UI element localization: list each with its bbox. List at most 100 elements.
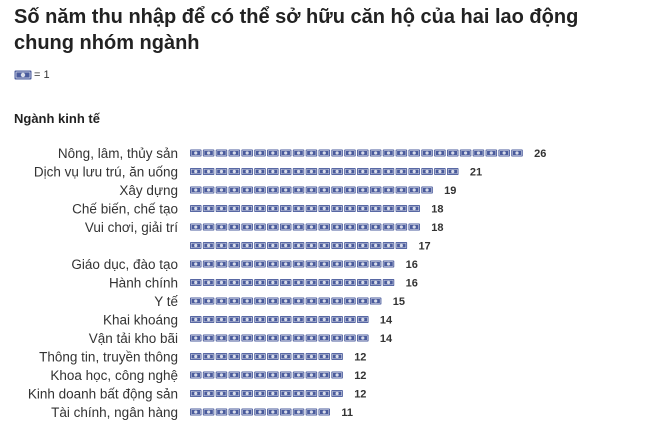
banknote-icon [228,186,241,194]
bar [190,316,369,323]
bar-row: Khai khoáng 14 [103,313,393,328]
banknote-icon [292,279,305,286]
banknote-icon [292,316,305,323]
banknote-icon [215,260,228,268]
banknote-icon [344,205,356,212]
banknote-icon [331,353,343,360]
banknote-icon [254,168,266,175]
banknote-icon [369,186,382,194]
value-label: 16 [406,259,418,271]
banknote-icon [357,205,369,212]
banknote-icon [382,260,395,268]
bar [190,390,343,397]
banknote-icon [331,205,343,212]
bar-row: Vui chơi, giải trí 18 [85,220,444,235]
banknote-icon [408,168,420,175]
banknote-icon [267,279,279,286]
banknote-icon [279,149,292,157]
banknote-icon [292,223,305,231]
banknote-icon [318,408,330,416]
banknote-icon [279,205,292,212]
banknote-icon [318,297,330,305]
bar-row: 17 [190,241,431,253]
bar-row: Kinh doanh bất động sản 12 [28,387,367,402]
banknote-icon [254,242,266,249]
banknote-icon [292,371,305,379]
banknote-icon [357,223,369,231]
banknote-icon [279,408,292,416]
banknote-icon [190,334,202,342]
banknote-icon [254,334,266,342]
bar [190,297,382,305]
banknote-icon [408,223,420,231]
banknote-icon [408,149,420,157]
banknote-icon [254,316,266,323]
banknote-icon [279,316,292,323]
banknote-icon [292,334,305,342]
banknote-icon [228,371,241,379]
banknote-icon [254,260,266,268]
banknote-icon [318,260,330,268]
banknote-icon [357,279,369,286]
value-label: 14 [380,333,393,345]
banknote-icon [241,279,253,286]
banknote-icon [254,279,266,286]
bar-row: Vận tải kho bãi 14 [89,331,393,346]
chart-title: Số năm thu nhập để có thể sở hữu căn hộ … [14,6,579,54]
banknote-icon [279,223,292,231]
banknote-icon [254,390,266,397]
banknote-icon [215,334,228,342]
banknote-icon [382,168,395,175]
banknote-icon [190,297,202,305]
banknote-icon [331,279,343,286]
banknote-icon [228,242,241,249]
banknote-icon [228,205,241,212]
banknote-icon [228,168,241,175]
banknote-icon [369,149,382,157]
banknote-icon [202,408,215,416]
banknote-icon [395,186,408,194]
banknote-icon [215,242,228,249]
banknote-icon [190,316,202,323]
bar [190,205,420,212]
banknote-icon [318,223,330,231]
banknote-icon [228,390,241,397]
banknote-icon [331,168,343,175]
bar [190,260,395,268]
banknote-icon [202,353,215,360]
banknote-icon [254,186,266,194]
banknote-icon [202,390,215,397]
banknote-icon [215,371,228,379]
banknote-icon [318,353,330,360]
banknote-icon [485,149,498,157]
banknote-icon [382,186,395,194]
bar [190,149,523,157]
banknote-icon [292,186,305,194]
category-label: Vui chơi, giải trí [85,220,178,235]
banknote-icon [305,168,318,175]
category-label: Khoa học, công nghệ [50,368,178,383]
category-label: Y tế [154,294,178,309]
banknote-icon [228,279,241,286]
banknote-icon [382,149,395,157]
category-label: Nông, lâm, thủy sản [58,146,178,161]
banknote-icon [331,242,343,249]
bar-row: Giáo dục, đào tạo 16 [71,257,417,272]
banknote-icon [318,390,330,397]
banknote-icon [408,205,420,212]
banknote-icon [318,316,330,323]
banknote-icon [279,260,292,268]
banknote-icon [305,242,318,249]
banknote-icon [292,242,305,249]
banknote-icon [369,223,382,231]
banknote-icon [190,390,202,397]
value-label: 12 [354,389,366,401]
banknote-icon [305,205,318,212]
category-label: Chế biến, chế tạo [72,202,178,217]
banknote-icon [369,297,382,305]
bar-row: Xây dựng 19 [119,183,456,198]
bar [190,371,343,379]
banknote-icon [241,334,253,342]
banknote-icon [331,186,343,194]
category-label: Khai khoáng [103,313,178,328]
